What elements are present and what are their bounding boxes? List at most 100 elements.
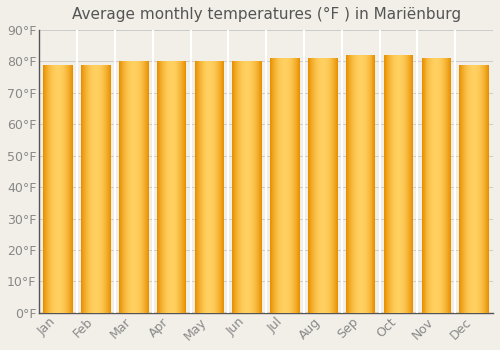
Bar bbox=[250, 62, 251, 313]
Bar bbox=[223, 62, 224, 313]
Bar bbox=[442, 58, 443, 313]
Bar bbox=[106, 65, 107, 313]
Bar bbox=[398, 55, 400, 313]
Bar bbox=[59, 65, 60, 313]
Bar bbox=[85, 65, 86, 313]
Bar bbox=[286, 58, 287, 313]
Bar bbox=[325, 58, 326, 313]
Bar bbox=[54, 65, 55, 313]
Bar bbox=[295, 58, 296, 313]
Bar bbox=[447, 58, 448, 313]
Bar bbox=[135, 62, 136, 313]
Bar bbox=[285, 58, 286, 313]
Bar bbox=[281, 58, 282, 313]
Bar bbox=[93, 65, 94, 313]
Bar bbox=[321, 58, 322, 313]
Bar bbox=[198, 62, 200, 313]
Bar bbox=[324, 58, 325, 313]
Bar bbox=[386, 55, 388, 313]
Bar bbox=[146, 62, 148, 313]
Bar bbox=[277, 58, 278, 313]
Bar bbox=[327, 58, 328, 313]
Bar bbox=[170, 62, 172, 313]
Bar bbox=[476, 65, 477, 313]
Bar bbox=[280, 58, 281, 313]
Bar bbox=[242, 62, 244, 313]
Bar bbox=[347, 55, 348, 313]
Bar bbox=[330, 58, 332, 313]
Bar bbox=[63, 65, 64, 313]
Bar bbox=[46, 65, 48, 313]
Bar bbox=[95, 65, 96, 313]
Bar bbox=[472, 65, 473, 313]
Bar bbox=[131, 62, 132, 313]
Bar bbox=[101, 65, 102, 313]
Bar bbox=[478, 65, 479, 313]
Bar bbox=[298, 58, 299, 313]
Bar bbox=[105, 65, 106, 313]
Bar bbox=[98, 65, 99, 313]
Bar bbox=[319, 58, 320, 313]
Bar bbox=[161, 62, 162, 313]
Bar bbox=[364, 55, 366, 313]
Bar bbox=[404, 55, 406, 313]
Bar bbox=[67, 65, 68, 313]
Bar bbox=[140, 62, 141, 313]
Bar bbox=[322, 58, 323, 313]
Bar bbox=[372, 55, 374, 313]
Bar bbox=[130, 62, 131, 313]
Bar bbox=[424, 58, 426, 313]
Bar bbox=[274, 58, 275, 313]
Bar bbox=[334, 58, 336, 313]
Bar bbox=[483, 65, 484, 313]
Bar bbox=[249, 62, 250, 313]
Bar bbox=[178, 62, 180, 313]
Bar bbox=[272, 58, 273, 313]
Bar bbox=[184, 62, 186, 313]
Bar bbox=[216, 62, 218, 313]
Bar bbox=[317, 58, 318, 313]
Bar bbox=[474, 65, 475, 313]
Bar bbox=[283, 58, 284, 313]
Bar bbox=[482, 65, 483, 313]
Bar bbox=[119, 62, 120, 313]
Bar bbox=[346, 55, 347, 313]
Bar bbox=[61, 65, 62, 313]
Bar bbox=[138, 62, 140, 313]
Bar bbox=[53, 65, 54, 313]
Bar bbox=[258, 62, 259, 313]
Bar bbox=[464, 65, 466, 313]
Bar bbox=[296, 58, 297, 313]
Bar bbox=[204, 62, 206, 313]
Bar bbox=[92, 65, 93, 313]
Bar bbox=[310, 58, 311, 313]
Bar bbox=[422, 58, 424, 313]
Bar bbox=[360, 55, 362, 313]
Bar bbox=[56, 65, 57, 313]
Bar bbox=[166, 62, 168, 313]
Bar bbox=[132, 62, 133, 313]
Bar bbox=[91, 65, 92, 313]
Bar bbox=[51, 65, 52, 313]
Bar bbox=[158, 62, 159, 313]
Bar bbox=[332, 58, 334, 313]
Bar bbox=[396, 55, 398, 313]
Bar bbox=[353, 55, 354, 313]
Bar bbox=[392, 55, 394, 313]
Bar bbox=[290, 58, 291, 313]
Bar bbox=[358, 55, 360, 313]
Bar bbox=[432, 58, 434, 313]
Bar bbox=[289, 58, 290, 313]
Bar bbox=[436, 58, 438, 313]
Bar bbox=[134, 62, 135, 313]
Bar bbox=[142, 62, 144, 313]
Bar bbox=[469, 65, 470, 313]
Bar bbox=[69, 65, 70, 313]
Bar bbox=[406, 55, 408, 313]
Bar bbox=[402, 55, 404, 313]
Bar bbox=[202, 62, 203, 313]
Bar bbox=[384, 55, 386, 313]
Bar bbox=[55, 65, 56, 313]
Bar bbox=[388, 55, 390, 313]
Bar bbox=[57, 65, 58, 313]
